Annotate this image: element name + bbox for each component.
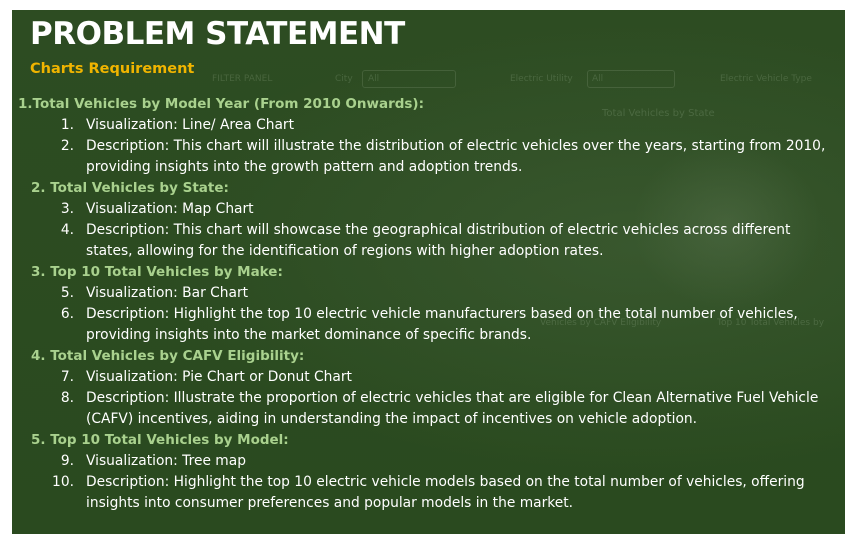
item-text: Visualization: Pie Chart or Donut Chart [86, 369, 352, 385]
section-2: 2. Total Vehicles by State: 3. Visualizat… [12, 178, 845, 262]
list-item: 5. Visualization: Bar Chart [12, 283, 845, 304]
ghost-city-label: City [335, 74, 353, 84]
list-item: 8. Description: Illustrate the proportion… [12, 388, 845, 430]
section-heading: 3. Top 10 Total Vehicles by Make: [31, 264, 283, 280]
list-item: 3. Visualization: Map Chart [12, 199, 845, 220]
ghost-cafv-label: Vehicles by CAFV Eligibility [540, 318, 662, 328]
item-text: Visualization: Bar Chart [86, 285, 249, 301]
section-heading: 1.Total Vehicles by Model Year (From 201… [18, 96, 425, 112]
list-item: 1. Visualization: Line/ Area Chart [12, 115, 845, 136]
requirements-list: 1.Total Vehicles by Model Year (From 201… [12, 94, 845, 514]
ghost-filter-panel: FILTER PANEL [212, 74, 273, 84]
item-number: 7. [60, 369, 74, 385]
item-text: Description: This chart will illustrate … [86, 138, 826, 175]
item-number: 4. [60, 222, 74, 238]
item-text: Description: This chart will showcase th… [86, 222, 791, 259]
item-number: 6. [60, 306, 74, 322]
page-title: PROBLEM STATEMENT [30, 16, 405, 52]
item-text: Visualization: Tree map [86, 453, 246, 469]
ghost-utility-value: All [592, 74, 604, 84]
section-1: 1.Total Vehicles by Model Year (From 201… [12, 94, 845, 178]
ghost-city-select [362, 70, 456, 88]
section-heading: 4. Total Vehicles by CAFV Eligibility: [31, 348, 305, 364]
item-number: 2. [60, 138, 74, 154]
item-text: Visualization: Map Chart [86, 201, 254, 217]
item-number: 3. [60, 201, 74, 217]
list-item: 2. Description: This chart will illustrat… [12, 136, 845, 178]
item-text: Description: Highlight the top 10 electr… [86, 474, 805, 511]
ghost-ev-type-label: Electric Vehicle Type [720, 74, 812, 84]
list-item: 6. Description: Highlight the top 10 elec… [12, 304, 845, 346]
list-item: 10. Description: Highlight the top 10 ele… [12, 472, 845, 514]
ghost-utility-select [587, 70, 675, 88]
item-number: 10. [52, 474, 74, 490]
section-3: 3. Top 10 Total Vehicles by Make: 5. Visu… [12, 262, 845, 346]
section-heading: 5. Top 10 Total Vehicles by Model: [31, 432, 289, 448]
ghost-top10-label: Top 10 Total Vehicles by [717, 318, 825, 328]
item-number: 9. [60, 453, 74, 469]
ghost-utility-label: Electric Utility [510, 74, 573, 84]
item-number: 1. [60, 117, 74, 133]
slide: FILTER PANEL City All Electric Utility A… [12, 10, 845, 534]
section-heading: 2. Total Vehicles by State: [31, 180, 229, 196]
list-item: 9. Visualization: Tree map [12, 451, 845, 472]
ghost-state-chart-label: Total Vehicles by State [602, 108, 715, 119]
item-text: Description: Illustrate the proportion o… [86, 390, 819, 427]
item-text: Description: Highlight the top 10 electr… [86, 306, 798, 343]
ghost-city-value: All [368, 74, 380, 84]
item-text: Visualization: Line/ Area Chart [86, 117, 295, 133]
section-5: 5. Top 10 Total Vehicles by Model: 9. Vis… [12, 430, 845, 514]
ghost-map [632, 140, 822, 310]
section-4: 4. Total Vehicles by CAFV Eligibility: 7… [12, 346, 845, 430]
page-subtitle: Charts Requirement [30, 61, 195, 77]
list-item: 4. Description: This chart will showcase … [12, 220, 845, 262]
item-number: 5. [60, 285, 74, 301]
list-item: 7. Visualization: Pie Chart or Donut Char… [12, 367, 845, 388]
item-number: 8. [60, 390, 74, 406]
